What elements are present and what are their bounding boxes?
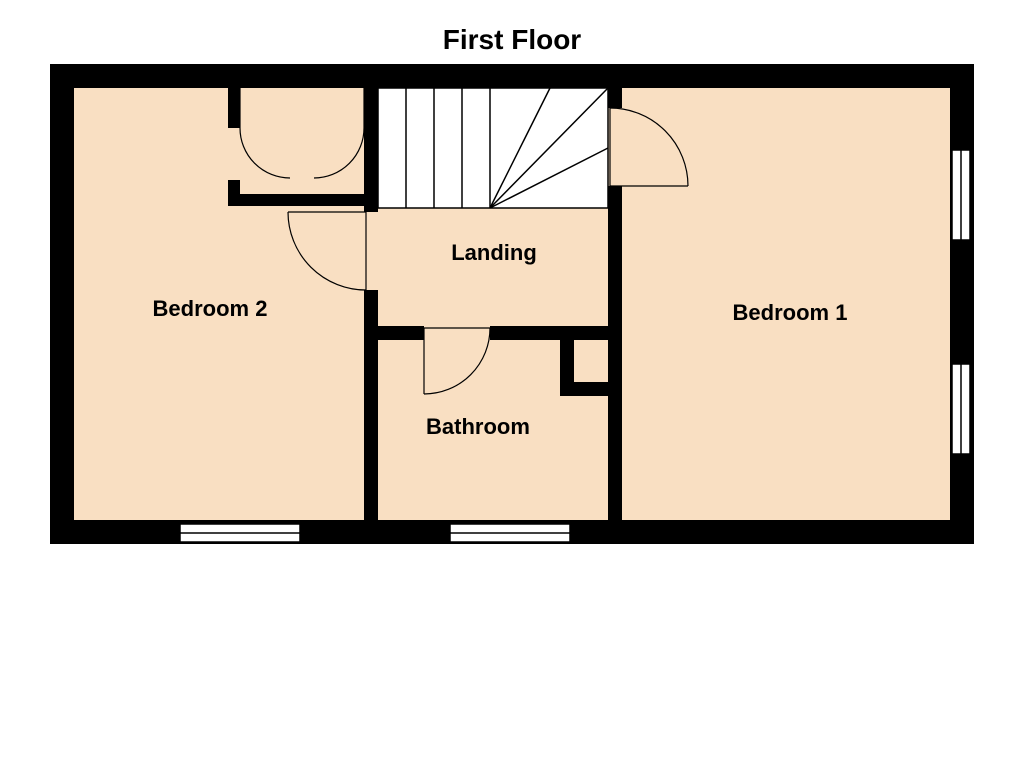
label-bedroom-2: Bedroom 2 [153, 296, 268, 321]
stairs [378, 88, 608, 208]
floorplan-diagram: Bedroom 2 Bedroom 1 Landing Bathroom [50, 64, 974, 609]
label-landing: Landing [451, 240, 537, 265]
label-bedroom-1: Bedroom 1 [733, 300, 848, 325]
floorplan-title: First Floor [0, 24, 1024, 56]
label-bathroom: Bathroom [426, 414, 530, 439]
